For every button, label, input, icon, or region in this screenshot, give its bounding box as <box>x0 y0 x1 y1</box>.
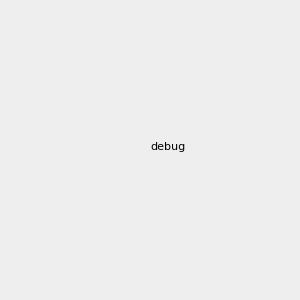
Text: debug: debug <box>150 142 185 152</box>
